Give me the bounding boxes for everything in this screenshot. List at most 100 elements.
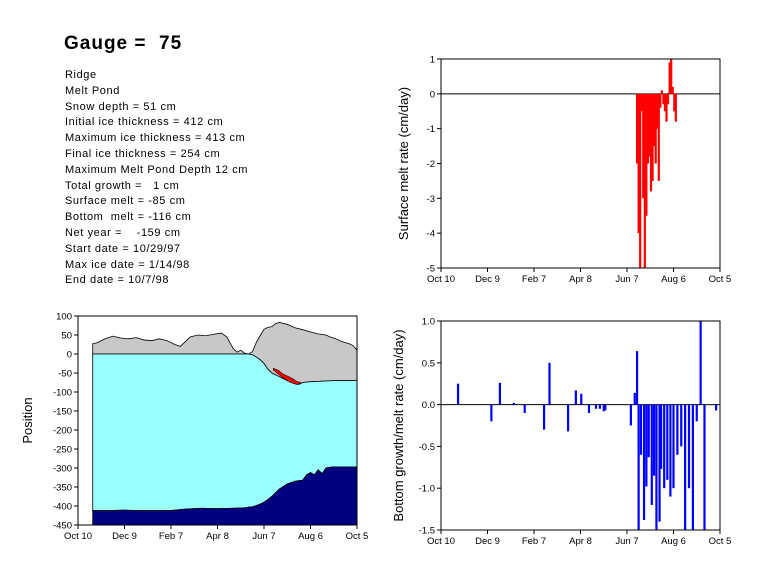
x-tick-label: Oct 10: [64, 531, 92, 542]
y-tick-label: -1.5: [419, 526, 435, 537]
info-line: Start date = 10/29/97: [65, 242, 181, 255]
y-tick-label: 0.0: [422, 400, 435, 411]
bar: [660, 404, 663, 469]
y-tick-label: -200: [53, 426, 72, 437]
info-line: Max ice date = 1/14/98: [65, 258, 190, 271]
plot-frame: [440, 58, 721, 269]
x-tick-label: Oct 5: [709, 274, 732, 285]
y-tick-label: 0.5: [422, 358, 435, 369]
bar: [633, 392, 636, 405]
bar: [580, 393, 583, 405]
bar: [648, 93, 651, 157]
bar: [602, 404, 605, 412]
x-tick-label: Aug 6: [298, 531, 323, 542]
bar: [512, 402, 515, 405]
bar: [699, 321, 702, 405]
bar: [567, 404, 570, 432]
y-tick-label: -1.0: [419, 484, 435, 495]
y-tick-label: -1: [427, 124, 435, 135]
y-tick-label: 50: [61, 331, 72, 342]
y-tick-label: -3: [427, 194, 435, 205]
bar: [676, 404, 679, 455]
info-line: Surface melt = -85 cm: [65, 195, 186, 208]
bar: [642, 404, 646, 520]
bar: [629, 404, 632, 426]
x-tick-label: Oct 5: [709, 536, 732, 547]
y-tick-label: -5: [427, 264, 435, 275]
bar: [640, 93, 643, 112]
bar: [668, 62, 671, 94]
bar: [687, 404, 691, 489]
y-tick-label: -150: [53, 407, 72, 418]
bar: [645, 404, 648, 487]
y-tick-label: -400: [53, 502, 72, 513]
bar: [646, 93, 650, 164]
bar: [715, 404, 718, 411]
bar: [663, 93, 667, 112]
info-line: Maximum Melt Pond Depth 12 cm: [65, 163, 249, 176]
info-line: Snow depth = 51 cm: [65, 100, 177, 113]
bar: [587, 404, 591, 413]
bar: [673, 93, 676, 112]
x-tick-label: Oct 10: [427, 274, 455, 285]
bar: [666, 93, 670, 105]
bar: [635, 93, 639, 164]
info-line: Initial ice thickness = 412 cm: [65, 116, 224, 129]
bar: [490, 404, 493, 422]
bar: [642, 93, 645, 199]
info-line: Ridge: [65, 69, 97, 81]
info-line: Melt Pond: [65, 84, 120, 97]
bar: [703, 404, 706, 530]
bars: [456, 321, 718, 530]
info-line: Final ice thickness = 254 cm: [65, 147, 221, 160]
bar: [674, 93, 677, 122]
bar: [523, 404, 526, 413]
x-tick-label: Feb 7: [522, 536, 546, 547]
bar: [594, 404, 598, 409]
y-axis-label: Bottom growth/melt rate (cm/day): [391, 329, 406, 521]
bar: [542, 404, 546, 430]
bar: [656, 93, 659, 129]
info-panel: Ridge Melt Pond Snow depth = 51 cm Initial …: [65, 68, 248, 289]
plot-frame: [77, 315, 358, 526]
x-tick-label: Apr 8: [569, 536, 592, 547]
bar: [671, 86, 674, 94]
bar: [660, 90, 663, 94]
bar: [645, 93, 648, 216]
bar: [669, 404, 672, 497]
bar: [658, 404, 661, 522]
info-line: Total growth = 1 cm: [65, 179, 180, 192]
x-tick-label: Aug 6: [661, 536, 686, 547]
x-tick-label: Dec 9: [112, 531, 137, 542]
bar: [598, 404, 601, 409]
y-tick-label: 1: [430, 55, 435, 66]
bar: [655, 404, 658, 530]
bars: [635, 59, 677, 268]
bar: [691, 404, 694, 530]
x-tick-label: Oct 5: [346, 531, 369, 542]
bar: [639, 404, 643, 455]
bar: [654, 93, 657, 164]
bar: [574, 390, 577, 405]
y-tick-label: -50: [58, 369, 72, 380]
bar: [643, 93, 646, 268]
bar: [548, 362, 551, 405]
bar: [635, 351, 639, 405]
x-tick-label: Jun 7: [615, 274, 638, 285]
x-tick-label: Jun 7: [615, 536, 638, 547]
bar: [684, 404, 687, 530]
y-tick-label: -0.5: [419, 442, 435, 453]
bar: [637, 93, 640, 234]
x-tick-label: Jun 7: [252, 531, 275, 542]
bar: [649, 93, 653, 192]
melt-pond-layer: [272, 368, 301, 385]
bar: [663, 404, 666, 489]
y-tick-label: -450: [53, 521, 72, 532]
y-tick-label: 0: [67, 350, 72, 361]
x-tick-label: Apr 8: [206, 531, 229, 542]
bar: [662, 93, 665, 105]
bar: [695, 404, 698, 422]
bar: [637, 404, 640, 530]
bar: [498, 382, 501, 405]
